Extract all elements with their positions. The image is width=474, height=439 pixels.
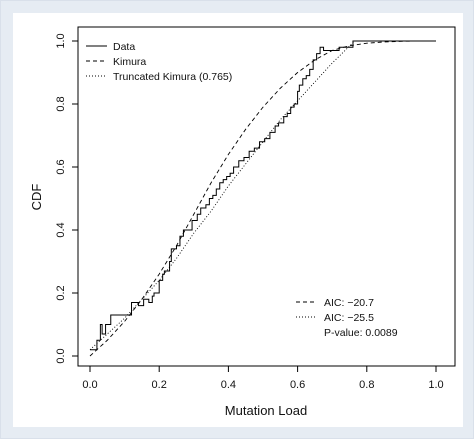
truncated-kimura-series-line: [89, 40, 436, 351]
figure-panel: 0.0 0.2 0.4 0.6 0.8 1.0 0.0 0.2 0.4 0.6 0.8 1.0 Mu…: [13, 13, 463, 427]
stats-legend: AIC: −20.7 AIC: −25.5 P-value: 0.0089: [296, 297, 398, 339]
x-axis-title: Mutation Load: [225, 403, 307, 418]
legend-label-data: Data: [113, 41, 135, 53]
y-axis-title: CDF: [29, 184, 44, 211]
y-tick-label: 0.6: [55, 159, 67, 174]
y-tick-label: 0.4: [55, 222, 67, 237]
legend-label-truncated-kimura: Truncated Kimura (0.765): [113, 71, 232, 83]
y-tick-label: 0.0: [55, 348, 67, 363]
legend: Data Kimura Truncated Kimura (0.765): [86, 41, 232, 83]
legend-label-kimura: Kimura: [113, 56, 146, 68]
x-tick-label: 1.0: [428, 379, 443, 391]
y-tick-label: 0.2: [55, 285, 67, 300]
stats-kimura-aic: AIC: −20.7: [324, 297, 374, 309]
series-lines: [89, 40, 436, 357]
x-tick-label: 0.4: [221, 379, 236, 391]
y-tick-label: 0.8: [55, 96, 67, 111]
x-tick-label: 0.8: [359, 379, 374, 391]
x-tick-label: 0.0: [82, 379, 97, 391]
stats-p-value: P-value: 0.0089: [324, 327, 398, 339]
x-tick-label: 0.2: [152, 379, 167, 391]
stats-truncated-aic: AIC: −25.5: [324, 312, 374, 324]
x-tick-label: 0.6: [290, 379, 305, 391]
data-series-line: [90, 40, 436, 351]
cdf-chart: 0.0 0.2 0.4 0.6 0.8 1.0 0.0 0.2 0.4 0.6 0.8 1.0 Mu…: [29, 26, 456, 418]
plot-box: [77, 26, 456, 367]
y-axis: 0.0 0.2 0.4 0.6 0.8 1.0: [55, 33, 78, 364]
y-tick-label: 1.0: [55, 33, 67, 48]
kimura-series-line: [89, 40, 436, 357]
x-axis: 0.0 0.2 0.4 0.6 0.8 1.0: [82, 366, 444, 391]
